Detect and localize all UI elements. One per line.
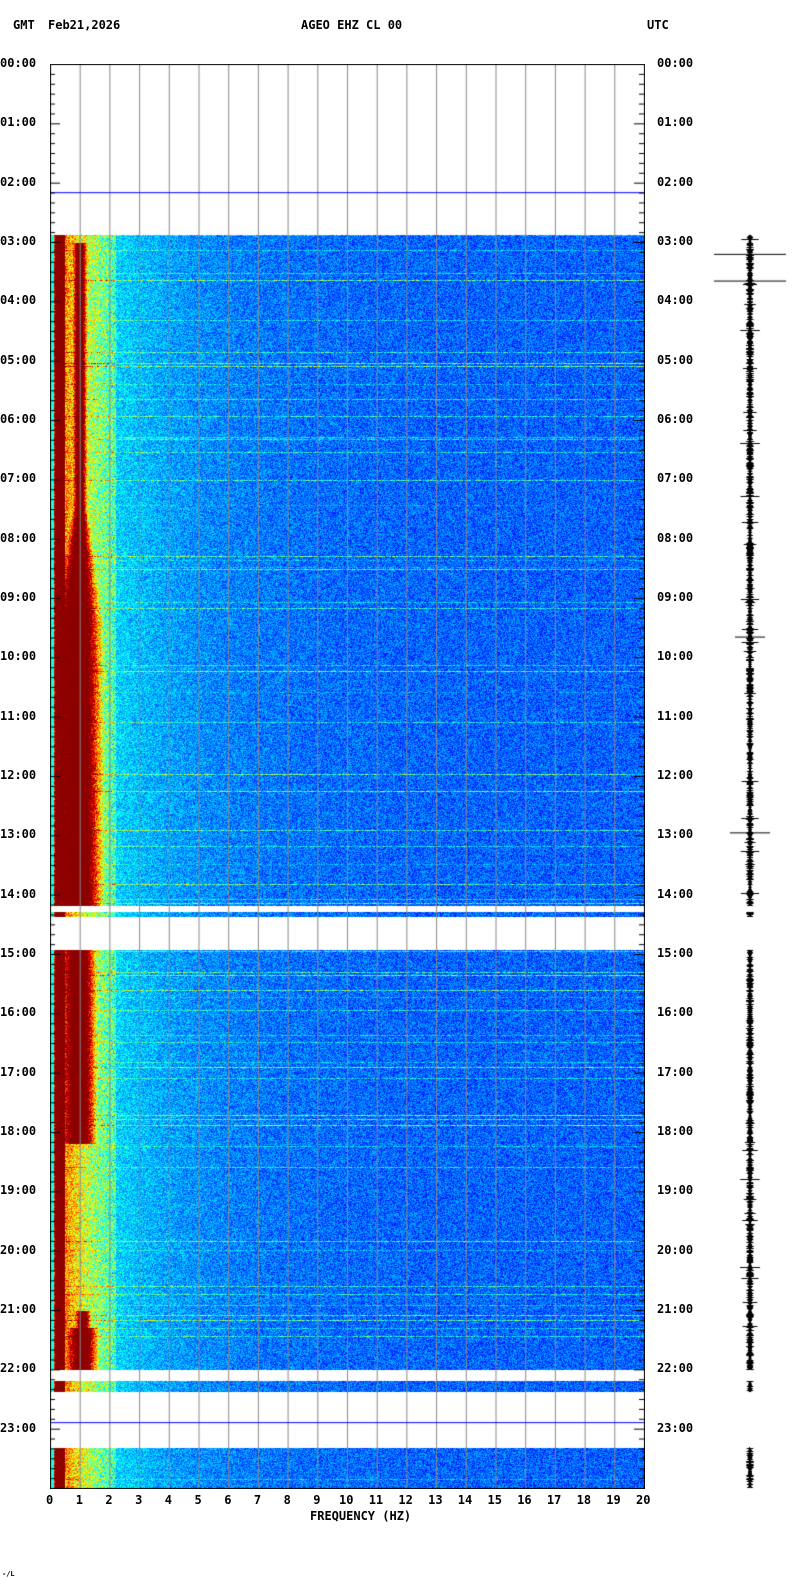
y-tick-label-left: 00:00 bbox=[0, 56, 36, 70]
x-tick-label: 12 bbox=[398, 1493, 412, 1507]
y-tick-label-left: 16:00 bbox=[0, 1005, 36, 1019]
station-title: AGEO EHZ CL 00 bbox=[301, 18, 402, 32]
y-tick-label-right: 16:00 bbox=[657, 1005, 693, 1019]
x-tick-label: 16 bbox=[517, 1493, 531, 1507]
y-tick-label-left: 05:00 bbox=[0, 353, 36, 367]
y-tick-label-right: 09:00 bbox=[657, 590, 693, 604]
y-tick-label-left: 23:00 bbox=[0, 1421, 36, 1435]
y-tick-label-left: 20:00 bbox=[0, 1243, 36, 1257]
y-tick-label-right: 19:00 bbox=[657, 1183, 693, 1197]
y-tick-label-right: 02:00 bbox=[657, 175, 693, 189]
y-tick-label-right: 10:00 bbox=[657, 649, 693, 663]
y-tick-label-right: 13:00 bbox=[657, 827, 693, 841]
y-tick-label-right: 23:00 bbox=[657, 1421, 693, 1435]
y-tick-label-left: 18:00 bbox=[0, 1124, 36, 1138]
y-tick-label-right: 03:00 bbox=[657, 234, 693, 248]
y-tick-label-right: 18:00 bbox=[657, 1124, 693, 1138]
y-tick-label-right: 11:00 bbox=[657, 709, 693, 723]
x-tick-label: 7 bbox=[254, 1493, 261, 1507]
y-tick-label-right: 05:00 bbox=[657, 353, 693, 367]
y-tick-label-right: 06:00 bbox=[657, 412, 693, 426]
y-tick-label-left: 19:00 bbox=[0, 1183, 36, 1197]
x-tick-label: 5 bbox=[195, 1493, 202, 1507]
y-tick-label-right: 22:00 bbox=[657, 1361, 693, 1375]
y-tick-label-right: 20:00 bbox=[657, 1243, 693, 1257]
y-tick-label-right: 07:00 bbox=[657, 471, 693, 485]
footer-mark: -/L bbox=[2, 1570, 15, 1578]
x-tick-label: 15 bbox=[488, 1493, 502, 1507]
x-tick-label: 18 bbox=[577, 1493, 591, 1507]
y-tick-label-left: 12:00 bbox=[0, 768, 36, 782]
y-tick-label-left: 01:00 bbox=[0, 115, 36, 129]
y-tick-label-left: 22:00 bbox=[0, 1361, 36, 1375]
x-tick-label: 0 bbox=[46, 1493, 53, 1507]
x-tick-label: 8 bbox=[284, 1493, 291, 1507]
x-tick-label: 11 bbox=[369, 1493, 383, 1507]
y-tick-label-right: 15:00 bbox=[657, 946, 693, 960]
x-tick-label: 1 bbox=[76, 1493, 83, 1507]
y-tick-label-left: 03:00 bbox=[0, 234, 36, 248]
x-tick-label: 20 bbox=[636, 1493, 650, 1507]
y-tick-label-left: 02:00 bbox=[0, 175, 36, 189]
y-tick-label-left: 06:00 bbox=[0, 412, 36, 426]
y-tick-label-left: 21:00 bbox=[0, 1302, 36, 1316]
x-tick-label: 6 bbox=[224, 1493, 231, 1507]
x-tick-label: 2 bbox=[105, 1493, 112, 1507]
spectrogram-plot bbox=[50, 64, 645, 1489]
x-tick-label: 3 bbox=[135, 1493, 142, 1507]
y-tick-label-left: 04:00 bbox=[0, 293, 36, 307]
y-tick-label-left: 13:00 bbox=[0, 827, 36, 841]
x-tick-label: 4 bbox=[165, 1493, 172, 1507]
y-tick-label-left: 08:00 bbox=[0, 531, 36, 545]
y-tick-label-right: 17:00 bbox=[657, 1065, 693, 1079]
y-tick-label-left: 17:00 bbox=[0, 1065, 36, 1079]
y-tick-label-right: 21:00 bbox=[657, 1302, 693, 1316]
x-tick-label: 17 bbox=[547, 1493, 561, 1507]
y-tick-label-right: 14:00 bbox=[657, 887, 693, 901]
x-tick-label: 9 bbox=[313, 1493, 320, 1507]
x-tick-label: 14 bbox=[458, 1493, 472, 1507]
x-tick-label: 19 bbox=[606, 1493, 620, 1507]
x-tick-label: 10 bbox=[339, 1493, 353, 1507]
y-tick-label-right: 08:00 bbox=[657, 531, 693, 545]
y-tick-label-left: 10:00 bbox=[0, 649, 36, 663]
timezone-left: GMT bbox=[13, 18, 35, 32]
x-axis-title: FREQUENCY (HZ) bbox=[310, 1509, 411, 1523]
y-tick-label-right: 12:00 bbox=[657, 768, 693, 782]
y-tick-label-left: 11:00 bbox=[0, 709, 36, 723]
timezone-right: UTC bbox=[647, 18, 669, 32]
y-tick-label-right: 01:00 bbox=[657, 115, 693, 129]
y-tick-label-right: 00:00 bbox=[657, 56, 693, 70]
y-tick-label-right: 04:00 bbox=[657, 293, 693, 307]
y-tick-label-left: 07:00 bbox=[0, 471, 36, 485]
date-label: Feb21,2026 bbox=[48, 18, 120, 32]
y-tick-label-left: 09:00 bbox=[0, 590, 36, 604]
y-tick-label-left: 15:00 bbox=[0, 946, 36, 960]
seismogram-trace bbox=[700, 64, 800, 1489]
y-tick-label-left: 14:00 bbox=[0, 887, 36, 901]
x-tick-label: 13 bbox=[428, 1493, 442, 1507]
